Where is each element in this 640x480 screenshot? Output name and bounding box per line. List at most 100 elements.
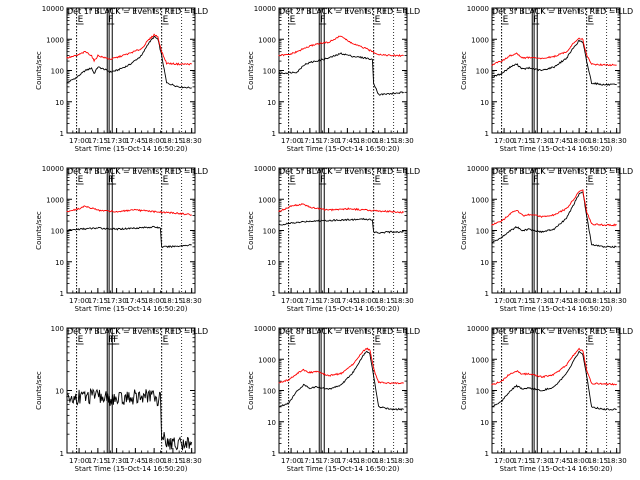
x-tick-label: 18:00 [144, 297, 164, 305]
x-tick-label: 17:15 [513, 457, 533, 465]
event-marker-label: E [290, 335, 296, 345]
event-marker-label: E [503, 15, 509, 25]
plot-frame [491, 167, 621, 294]
x-tick-label: 17:45 [337, 137, 357, 145]
x-tick-label: 18:00 [569, 297, 589, 305]
series-line-events [491, 191, 617, 249]
y-tick-label: 1000 [471, 356, 489, 364]
x-tick-label: 18:00 [144, 137, 164, 145]
plot-frame [66, 7, 196, 134]
y-tick-label: 1000 [258, 36, 276, 44]
panel-title: Det 4f BLACK = Events, RED = LLD [67, 167, 208, 176]
event-marker-label: E [78, 175, 84, 185]
plot-frame [66, 327, 196, 454]
x-tick-label: 17:00 [281, 297, 301, 305]
x-tick-label: 17:45 [337, 297, 357, 305]
y-axis-label: Counts/sec [247, 51, 255, 90]
x-tick-label: 18:30 [607, 137, 627, 145]
x-tick-label: 17:00 [69, 297, 89, 305]
panel-7: Det 7f BLACK = Events, RED = LLD 1 10 100 17… [35, 325, 208, 473]
event-marker-label: E [375, 15, 381, 25]
y-tick-label: 10 [55, 259, 64, 267]
event-marker-label: E [78, 335, 84, 345]
y-tick-label: 10 [267, 419, 276, 427]
x-tick-label: 17:15 [300, 137, 320, 145]
panel-title: Det 2f BLACK = Events, RED = LLD [279, 7, 420, 16]
series-line-lld [278, 347, 404, 385]
x-tick-label: 17:30 [319, 297, 339, 305]
event-marker-label: E [588, 335, 594, 345]
x-axis-label: Start Time (15-Oct-14 16:50:20) [287, 145, 400, 153]
y-tick-label: 1 [485, 290, 489, 298]
series-line-lld [278, 35, 404, 57]
x-tick-label: 17:00 [494, 297, 514, 305]
x-tick-label: 18:30 [607, 297, 627, 305]
x-tick-label: 18:30 [394, 137, 414, 145]
panel-title: Det 9f BLACK = Events, RED = LLD [492, 327, 633, 336]
y-tick-label: 1 [272, 450, 276, 458]
x-axis-label: Start Time (15-Oct-14 16:50:20) [500, 465, 613, 473]
y-axis-label: Counts/sec [35, 211, 43, 250]
x-tick-label: 18:30 [394, 297, 414, 305]
series-line-events [66, 387, 193, 451]
x-tick-label: 18:30 [182, 457, 202, 465]
event-marker-label: F [533, 15, 538, 25]
panel-1: Det 1f BLACK = Events, RED = LLD 1 10 100 10… [35, 5, 208, 153]
x-tick-label: 17:15 [513, 137, 533, 145]
y-tick-label: 10 [267, 99, 276, 107]
y-tick-label: 10000 [467, 165, 489, 173]
x-axis-label: Start Time (15-Oct-14 16:50:20) [287, 305, 400, 313]
event-marker-label: E [503, 335, 509, 345]
x-tick-label: 18:15 [375, 137, 395, 145]
panel-title: Det 1f BLACK = Events, RED = LLD [67, 7, 208, 16]
y-tick-label: 1000 [46, 36, 64, 44]
x-tick-label: 18:00 [356, 457, 376, 465]
x-tick-label: 18:30 [182, 297, 202, 305]
event-marker-label: F [320, 15, 325, 25]
y-tick-label: 10000 [254, 325, 276, 333]
panel-title: Det 3f BLACK = Events, RED = LLD [492, 7, 633, 16]
panel-title: Det 7f BLACK = Events, RED = LLD [67, 327, 208, 336]
series-line-lld [66, 205, 192, 216]
x-tick-label: 17:30 [107, 457, 127, 465]
y-tick-label: 1000 [258, 196, 276, 204]
y-tick-label: 1 [60, 130, 64, 138]
y-tick-label: 1000 [46, 196, 64, 204]
x-axis-label: Start Time (15-Oct-14 16:50:20) [500, 305, 613, 313]
y-tick-label: 10000 [254, 5, 276, 13]
x-tick-label: 18:30 [182, 137, 202, 145]
y-tick-label: 10000 [254, 165, 276, 173]
y-tick-label: 100 [51, 228, 64, 236]
x-tick-label: 17:00 [69, 137, 89, 145]
y-axis-label: Counts/sec [35, 371, 43, 410]
event-marker-label: F [108, 175, 113, 185]
plot-frame [491, 7, 621, 134]
x-tick-label: 18:00 [356, 297, 376, 305]
y-tick-label: 10000 [42, 5, 64, 13]
series-line-lld [278, 203, 404, 214]
x-tick-label: 17:15 [513, 297, 533, 305]
event-marker-label: F [108, 15, 113, 25]
x-tick-label: 17:00 [281, 137, 301, 145]
y-tick-label: 10 [480, 419, 489, 427]
event-marker-label: E [290, 15, 296, 25]
series-line-events [278, 217, 404, 234]
x-tick-label: 17:30 [319, 137, 339, 145]
series-line-lld [491, 37, 617, 67]
x-tick-label: 17:00 [281, 457, 301, 465]
y-tick-label: 100 [476, 388, 489, 396]
y-tick-label: 10000 [467, 325, 489, 333]
x-tick-label: 17:15 [88, 457, 108, 465]
y-tick-label: 10000 [42, 165, 64, 173]
y-tick-label: 1000 [258, 356, 276, 364]
x-tick-label: 18:15 [588, 457, 608, 465]
y-tick-label: 100 [263, 228, 276, 236]
y-tick-label: 1 [485, 450, 489, 458]
panel-title: Det 5f BLACK = Events, RED = LLD [279, 167, 420, 176]
y-tick-label: 10000 [467, 5, 489, 13]
event-marker-label: F [533, 175, 538, 185]
y-tick-label: 10 [55, 388, 64, 396]
y-axis-label: Counts/sec [247, 371, 255, 410]
x-tick-label: 17:15 [300, 457, 320, 465]
x-tick-label: 17:00 [494, 137, 514, 145]
